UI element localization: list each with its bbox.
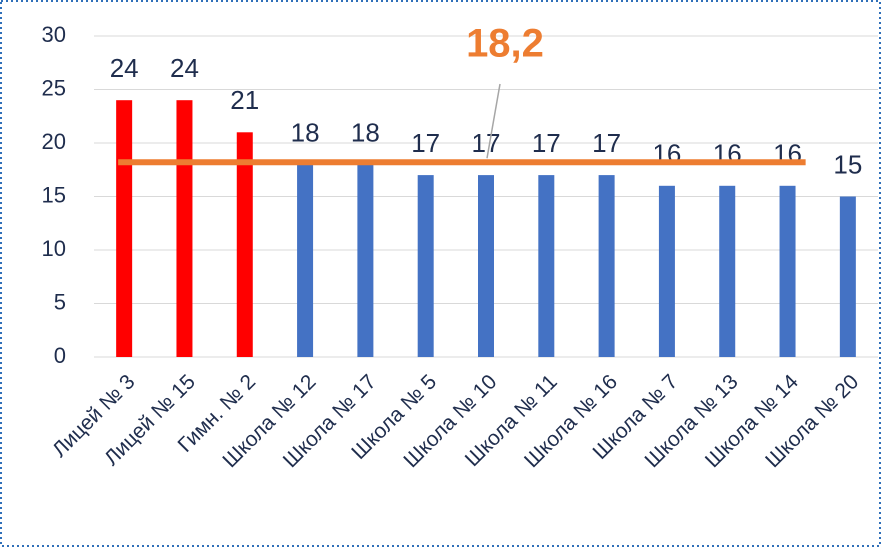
bar (719, 185, 736, 357)
data-label: 15 (833, 149, 862, 179)
y-tick-label: 25 (42, 75, 66, 100)
data-label: 17 (592, 128, 621, 158)
bar (779, 185, 796, 357)
bar (236, 132, 253, 357)
data-label: 24 (170, 53, 199, 83)
bar (658, 185, 675, 357)
y-tick-label: 10 (42, 236, 66, 261)
bar (478, 175, 494, 357)
bar (357, 164, 374, 357)
data-label: 21 (230, 85, 259, 115)
y-tick-label: 5 (54, 289, 66, 314)
bar (839, 196, 856, 357)
bar (417, 175, 434, 357)
bar (116, 100, 133, 357)
y-tick-label: 15 (42, 182, 66, 207)
bar (538, 175, 555, 357)
y-tick-label: 30 (42, 22, 66, 47)
data-label: 18 (351, 117, 380, 147)
y-tick-label: 20 (42, 129, 66, 154)
leader-line (486, 83, 501, 159)
data-label: 17 (411, 128, 440, 158)
y-tick-label: 0 (54, 343, 66, 368)
data-label: 17 (532, 128, 561, 158)
average-label: 18,2 (466, 22, 544, 66)
data-label: 18 (291, 117, 320, 147)
bar (297, 164, 314, 357)
data-label: 17 (472, 128, 501, 158)
data-label: 24 (110, 53, 139, 83)
bar (176, 100, 193, 357)
bar (598, 175, 615, 357)
